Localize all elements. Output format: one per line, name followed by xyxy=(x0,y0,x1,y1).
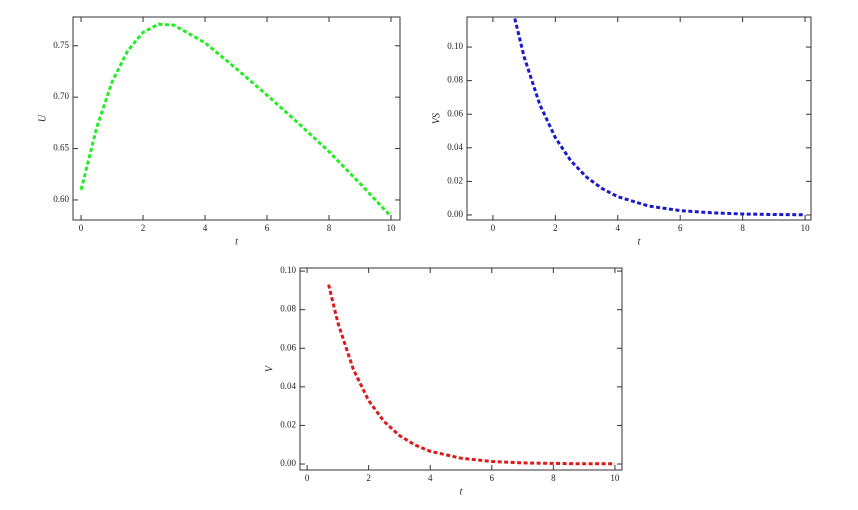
x-axis-label: t xyxy=(460,486,463,497)
y-axis-label: VS xyxy=(431,113,442,124)
x-tick-label: 2 xyxy=(141,223,146,233)
x-tick-label: 4 xyxy=(616,223,621,233)
x-tick-label: 4 xyxy=(203,223,208,233)
x-tick-label: 10 xyxy=(387,223,397,233)
x-tick-label: 6 xyxy=(265,223,270,233)
plot-frame xyxy=(299,267,623,471)
y-tick-label: 0.06 xyxy=(280,342,296,352)
y-tick-label: 0.65 xyxy=(53,143,69,153)
y-axis-label: V xyxy=(264,364,275,372)
x-tick-label: 8 xyxy=(327,223,332,233)
plot-frame xyxy=(72,16,401,221)
y-tick-label: 0.06 xyxy=(447,108,463,118)
x-tick-label: 8 xyxy=(740,223,745,233)
line-series xyxy=(79,22,393,218)
y-tick-label: 0.02 xyxy=(447,175,463,185)
y-tick-label: 0.60 xyxy=(53,194,69,204)
y-axis-label: U xyxy=(37,114,48,122)
x-tick-label: 4 xyxy=(428,473,433,483)
y-tick-label: 0.10 xyxy=(447,41,463,51)
y-tick-label: 0.04 xyxy=(447,142,463,152)
y-tick-label: 0.75 xyxy=(53,40,69,50)
x-tick-label: 0 xyxy=(305,473,310,483)
x-axis-label: t xyxy=(235,236,238,247)
x-tick-label: 10 xyxy=(610,473,620,483)
line-series xyxy=(327,284,615,466)
x-tick-label: 2 xyxy=(553,223,558,233)
x-tick-label: 2 xyxy=(366,473,371,483)
x-tick-label: 0 xyxy=(79,223,84,233)
plot-frame xyxy=(466,16,812,221)
y-tick-label: 0.08 xyxy=(447,75,463,85)
y-tick-label: 0.00 xyxy=(280,458,296,468)
y-tick-label: 0.00 xyxy=(447,209,463,219)
x-tick-label: 0 xyxy=(491,223,496,233)
x-tick-label: 8 xyxy=(551,473,556,483)
y-tick-label: 0.04 xyxy=(280,381,296,391)
y-tick-label: 0.08 xyxy=(280,304,296,314)
x-tick-label: 10 xyxy=(801,223,811,233)
y-tick-label: 0.70 xyxy=(53,91,69,101)
y-tick-label: 0.10 xyxy=(280,265,296,275)
y-tick-label: 0.02 xyxy=(280,419,296,429)
x-axis-label: t xyxy=(638,236,641,247)
x-tick-label: 6 xyxy=(678,223,683,233)
x-tick-label: 6 xyxy=(490,473,495,483)
line-series xyxy=(513,18,806,217)
